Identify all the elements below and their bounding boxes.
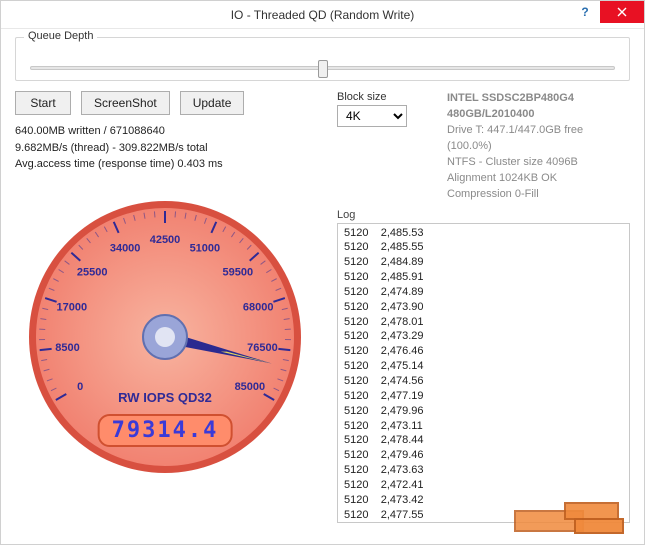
block-size-label: Block size [337, 91, 407, 103]
log-row: 5120 2,474.56 [344, 374, 623, 389]
svg-text:59500: 59500 [223, 266, 254, 278]
svg-text:0: 0 [77, 381, 83, 393]
watermark-icon [514, 502, 634, 538]
window-title: IO - Threaded QD (Random Write) [231, 8, 415, 22]
drive-align: Alignment 1024KB OK [447, 171, 630, 187]
stat-written: 640.00MB written / 671088640 [15, 123, 325, 140]
stat-access-time: Avg.access time (response time) 0.403 ms [15, 156, 325, 173]
log-row: 5120 2,485.53 [344, 226, 623, 241]
log-row: 5120 2,478.44 [344, 433, 623, 448]
svg-text:51000: 51000 [190, 242, 221, 254]
start-button[interactable]: Start [15, 91, 71, 115]
svg-text:8500: 8500 [55, 342, 79, 354]
drive-free: Drive T: 447.1/447.0GB free (100.0%) [447, 123, 630, 155]
log-row: 5120 2,473.90 [344, 300, 623, 315]
log-row: 5120 2,472.41 [344, 478, 623, 493]
block-size-group: Block size 4K [337, 91, 407, 127]
log-box[interactable]: 5120 2,485.535120 2,485.555120 2,484.895… [337, 223, 630, 523]
log-row: 5120 2,474.89 [344, 285, 623, 300]
log-row: 5120 2,477.19 [344, 389, 623, 404]
svg-text:42500: 42500 [150, 234, 181, 246]
log-row: 5120 2,478.01 [344, 315, 623, 330]
close-button[interactable] [600, 1, 644, 23]
title-bar: IO - Threaded QD (Random Write) ? [1, 1, 644, 29]
right-column: Block size 4K INTEL SSDSC2BP480G4 480GB/… [337, 91, 630, 523]
svg-text:25500: 25500 [77, 266, 108, 278]
log-row: 5120 2,479.96 [344, 404, 623, 419]
svg-text:17000: 17000 [56, 301, 87, 313]
log-row: 5120 2,485.55 [344, 240, 623, 255]
main-row: Start ScreenShot Update 640.00MB written… [15, 91, 630, 523]
log-row: 5120 2,479.46 [344, 448, 623, 463]
button-row: Start ScreenShot Update [15, 91, 325, 115]
log-row: 5120 2,473.11 [344, 419, 623, 434]
queue-depth-slider[interactable] [30, 66, 615, 70]
app-window: IO - Threaded QD (Random Write) ? Queue … [0, 0, 645, 545]
drive-info: INTEL SSDSC2BP480G4 480GB/L2010400 Drive… [447, 91, 630, 203]
drive-model: INTEL SSDSC2BP480G4 480GB/L2010400 [447, 91, 630, 123]
update-button[interactable]: Update [180, 91, 245, 115]
stat-throughput: 9.682MB/s (thread) - 309.822MB/s total [15, 140, 325, 157]
stats-block: 640.00MB written / 671088640 9.682MB/s (… [15, 123, 325, 173]
svg-text:68000: 68000 [243, 301, 274, 313]
log-row: 5120 2,476.46 [344, 344, 623, 359]
log-row: 5120 2,484.89 [344, 255, 623, 270]
queue-depth-label: Queue Depth [24, 30, 97, 42]
screenshot-button[interactable]: ScreenShot [81, 91, 170, 115]
log-row: 5120 2,473.29 [344, 329, 623, 344]
gauge-label: RW IOPS QD32 [118, 390, 212, 405]
slider-thumb[interactable] [318, 60, 328, 78]
block-size-select[interactable]: 4K [337, 105, 407, 127]
window-controls: ? [570, 1, 644, 23]
drive-comp: Compression 0-Fill [447, 187, 630, 203]
content-area: Queue Depth Start ScreenShot Update 640.… [1, 29, 644, 531]
svg-text:76500: 76500 [247, 342, 278, 354]
log-row: 5120 2,485.91 [344, 270, 623, 285]
log-row: 5120 2,473.63 [344, 463, 623, 478]
help-button[interactable]: ? [570, 1, 600, 23]
svg-text:34000: 34000 [110, 242, 141, 254]
svg-text:85000: 85000 [235, 381, 266, 393]
log-label: Log [337, 209, 630, 221]
gauge-readout: 79314.4 [98, 414, 233, 447]
queue-depth-group: Queue Depth [15, 37, 630, 81]
log-row: 5120 2,475.14 [344, 359, 623, 374]
gauge: 0 8500 17000 2550034000 42500 5100059500 68000… [15, 177, 315, 477]
drive-fs: NTFS - Cluster size 4096B [447, 155, 630, 171]
left-column: Start ScreenShot Update 640.00MB written… [15, 91, 325, 477]
